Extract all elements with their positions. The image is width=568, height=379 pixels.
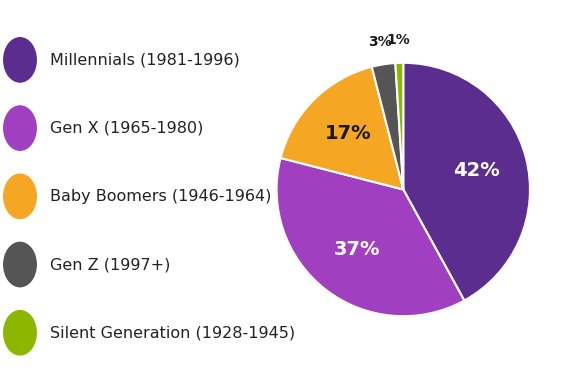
Text: Baby Boomers (1946-1964): Baby Boomers (1946-1964) <box>50 189 272 204</box>
Circle shape <box>4 311 36 355</box>
Circle shape <box>4 38 36 82</box>
Wedge shape <box>395 63 403 190</box>
Wedge shape <box>403 63 530 301</box>
Text: Millennials (1981-1996): Millennials (1981-1996) <box>50 52 240 67</box>
Circle shape <box>4 106 36 150</box>
Text: Silent Generation (1928-1945): Silent Generation (1928-1945) <box>50 325 295 340</box>
Circle shape <box>4 243 36 287</box>
Text: Gen X (1965-1980): Gen X (1965-1980) <box>50 121 203 136</box>
Text: 42%: 42% <box>453 161 500 180</box>
Text: 3%: 3% <box>368 35 392 49</box>
Text: 1%: 1% <box>387 33 411 47</box>
Wedge shape <box>277 158 464 316</box>
Wedge shape <box>372 63 403 190</box>
Wedge shape <box>281 67 403 190</box>
Circle shape <box>4 174 36 218</box>
Text: Gen Z (1997+): Gen Z (1997+) <box>50 257 170 272</box>
Text: 37%: 37% <box>333 240 380 259</box>
Text: 17%: 17% <box>324 124 371 143</box>
